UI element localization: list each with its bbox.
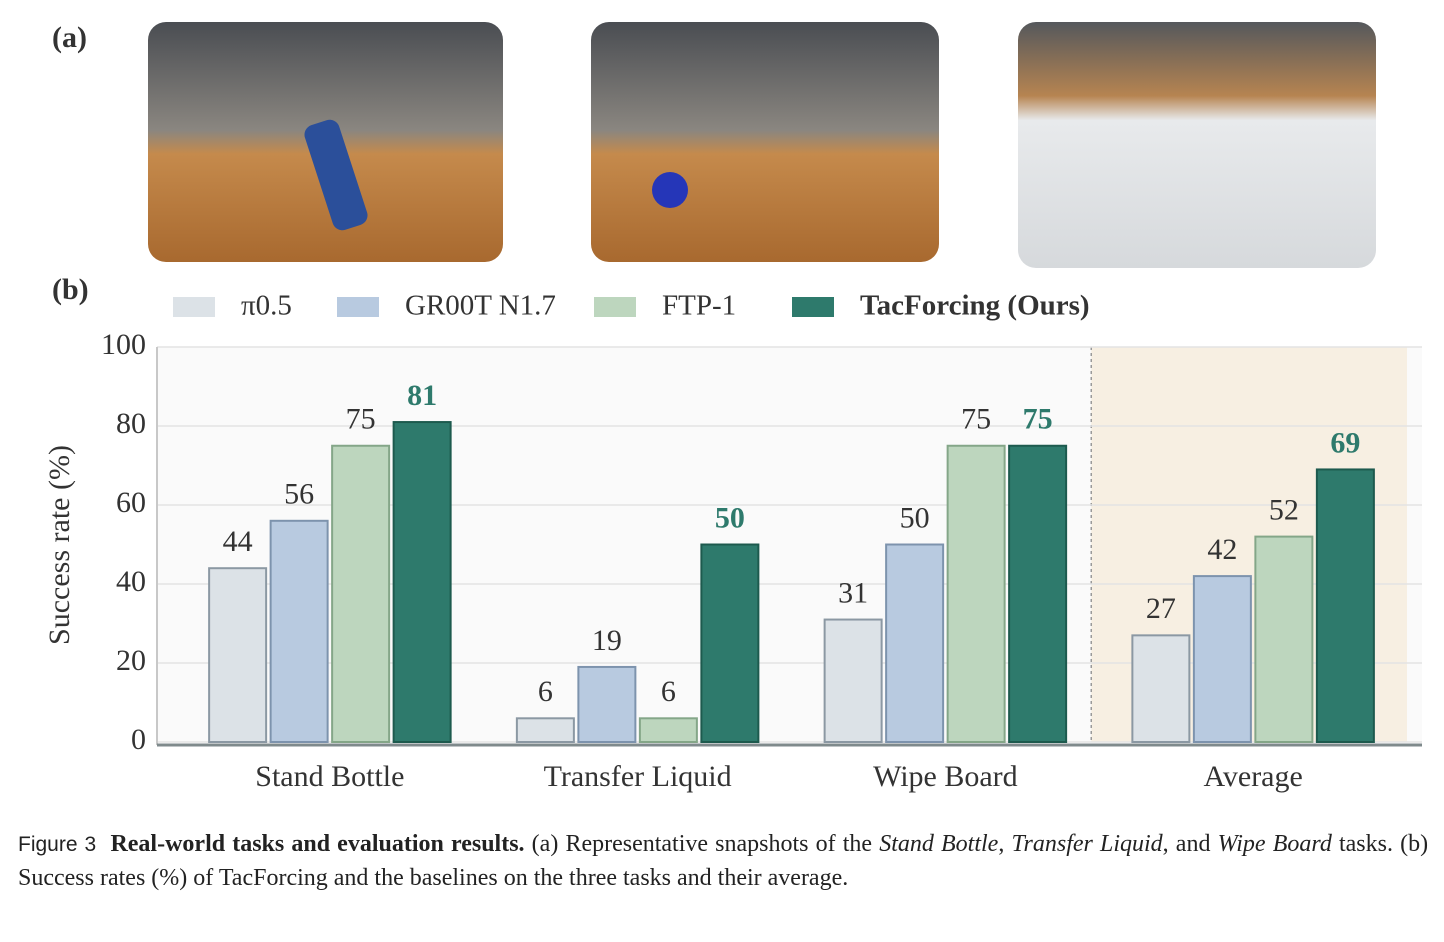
caption-text: , and [1162,831,1218,857]
caption-title: Real-world tasks and evaluation results. [110,831,525,857]
panel-label: (a) [52,21,87,54]
bar [823,618,883,743]
y-tick-label: 80 [116,407,146,440]
bar [331,444,391,743]
caption-label: Figure 3 [18,833,97,856]
legend-label: π0.5 [241,290,292,322]
x-tick-label: Wipe Board [873,760,1018,793]
figure: (a) (b) Success rate (%) 0 20 40 60 80 100 π0.… [43,21,1422,793]
legend-swatch [594,297,636,317]
value-label: 75 [961,403,991,436]
bar [638,717,698,743]
value-label: 6 [538,675,553,708]
bar [1008,444,1068,743]
bar [269,519,329,743]
x-tick-label: Stand Bottle [255,760,404,793]
bar [946,444,1006,743]
value-label: 50 [900,501,930,534]
value-label: 50 [715,501,745,534]
bar [208,567,268,744]
caption-text: (a) Representative snapshots of the [524,831,880,857]
y-tick-label: 100 [101,328,146,361]
y-tick-label: 0 [131,723,146,756]
value-label: 42 [1207,533,1237,566]
value-label: 6 [661,675,676,708]
photo [1018,22,1376,268]
legend-swatch [792,297,834,317]
caption: Figure 3 Real-world tasks and evaluation… [18,828,1428,895]
value-label: 69 [1330,426,1360,459]
legend-swatch [173,297,215,317]
value-label: 81 [407,379,437,412]
caption-text: Transfer Liquid [1011,831,1163,857]
value-label: 19 [592,624,622,657]
bar [392,421,452,743]
legend-label: TacForcing (Ours) [860,290,1090,322]
y-axis-label: Success rate (%) [43,445,76,645]
bar [515,717,575,743]
x-tick-label: Average [1203,760,1302,793]
bar [1192,575,1252,743]
value-label: 27 [1146,592,1176,625]
x-tick-label: Transfer Liquid [544,760,732,793]
caption-text: Wipe Board [1217,831,1332,857]
photo [591,22,939,262]
bar [1315,468,1375,743]
y-tick-label: 20 [116,644,146,677]
caption-text: tasks. (b) Success rates (%) of TacForci… [18,831,1429,891]
panel-label: (b) [52,273,89,306]
bar [700,543,760,743]
value-label: 52 [1269,493,1299,526]
photo-object [652,172,688,208]
legend-label: GR00T N1.7 [405,290,556,322]
caption-text: Stand Bottle [879,831,999,857]
bar [885,543,945,743]
legend-swatch [337,297,379,317]
photo-object [304,119,368,231]
bar [1131,634,1191,743]
value-label: 44 [223,525,253,558]
bar [1254,535,1314,743]
bar [577,665,637,744]
value-label: 75 [1023,403,1053,436]
value-label: 31 [838,576,868,609]
value-label: 56 [284,478,314,511]
value-label: 75 [346,403,376,436]
y-tick-label: 60 [116,486,146,519]
caption-text: , [998,831,1012,857]
legend-label: FTP-1 [662,290,736,322]
y-tick-label: 40 [116,565,146,598]
